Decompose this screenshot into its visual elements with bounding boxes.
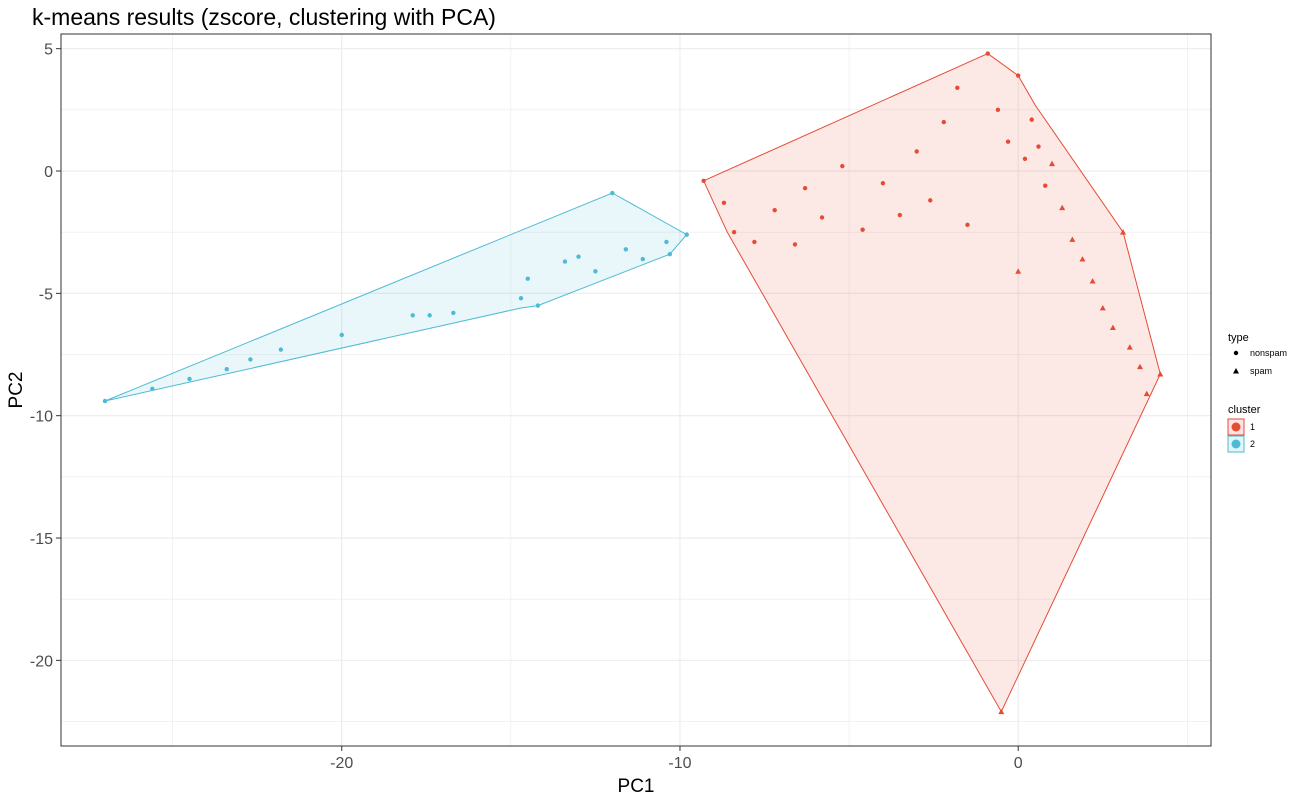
- data-point-spam: [1143, 390, 1150, 397]
- y-tick-label: 5: [44, 42, 53, 59]
- data-point-nonspam: [928, 198, 933, 203]
- data-point-spam: [1079, 256, 1086, 262]
- data-point-nonspam: [955, 85, 960, 91]
- data-point-nonspam: [941, 119, 946, 125]
- data-point-nonspam: [721, 200, 727, 206]
- legend-label-cluster-1: 1: [1250, 422, 1255, 432]
- plot-panel-border: [60, 33, 1212, 747]
- data-point-nonspam: [1036, 144, 1041, 149]
- chart-title: k-means results (zscore, clustering with…: [32, 4, 496, 30]
- x-tick-label: -10: [668, 755, 691, 772]
- y-tick-label: -15: [30, 531, 53, 548]
- data-point-nonspam: [1043, 183, 1048, 188]
- y-tick-label: -10: [30, 409, 53, 426]
- data-point-nonspam: [897, 212, 903, 218]
- data-point-nonspam: [518, 296, 524, 301]
- grid: [61, 34, 1211, 746]
- data-point-nonspam: [535, 303, 541, 308]
- data-point-nonspam: [664, 239, 669, 245]
- data-point-nonspam: [860, 227, 865, 232]
- data-point-nonspam: [684, 232, 689, 237]
- data-point-nonspam: [802, 185, 808, 191]
- cluster-hulls: [104, 53, 1161, 713]
- data-point-nonspam: [278, 347, 284, 352]
- cluster-2-hull: [104, 192, 688, 402]
- data-point-spam: [1126, 344, 1133, 350]
- y-tick-label: -5: [39, 286, 53, 303]
- y-axis-title: PC2: [6, 372, 27, 409]
- legend-key-spam: [1233, 368, 1239, 374]
- data-point-nonspam: [1005, 139, 1011, 144]
- legend-label-nonspam: nonspam: [1250, 348, 1287, 358]
- data-point-nonspam: [410, 313, 415, 318]
- data-point-nonspam: [610, 190, 615, 196]
- data-point-spam: [1089, 278, 1096, 284]
- data-point-nonspam: [623, 247, 629, 252]
- data-point-nonspam: [1022, 156, 1028, 161]
- data-point-nonspam: [985, 51, 990, 56]
- data-point-spam: [998, 708, 1005, 715]
- legend-title-cluster: cluster: [1228, 404, 1261, 416]
- data-point-nonspam: [248, 357, 253, 362]
- data-point-nonspam: [840, 163, 845, 169]
- y-tick-label: 0: [44, 164, 53, 181]
- data-point-nonspam: [701, 178, 706, 184]
- data-point-spam: [1059, 204, 1066, 211]
- data-point-nonspam: [640, 256, 645, 262]
- y-tick-label: -20: [30, 653, 53, 670]
- data-point-nonspam: [339, 332, 344, 338]
- data-point-nonspam: [667, 252, 673, 257]
- data-point-nonspam: [1029, 117, 1034, 122]
- legend-title-type: type: [1228, 332, 1249, 344]
- data-point-nonspam: [772, 207, 777, 213]
- data-point-nonspam: [731, 229, 737, 235]
- data-point-spam: [1069, 236, 1076, 242]
- axis-ticks: -20 -10 0 5 0 -5 -10 -15 -20: [30, 42, 1023, 772]
- data-point-spam: [1120, 229, 1127, 235]
- data-point-nonspam: [995, 107, 1001, 113]
- data-point-nonspam: [525, 276, 530, 281]
- data-point-spam: [1157, 371, 1164, 377]
- data-point-nonspam: [427, 313, 432, 318]
- data-point-nonspam: [880, 181, 886, 186]
- data-point-nonspam: [224, 367, 229, 372]
- data-point-nonspam: [965, 222, 970, 228]
- data-point-nonspam: [150, 386, 155, 391]
- data-point-spam: [1109, 324, 1116, 331]
- data-point-nonspam: [187, 376, 192, 382]
- legend-key-cluster-2-dot: [1231, 439, 1241, 449]
- data-point-nonspam: [792, 242, 798, 247]
- legend-label-spam: spam: [1250, 366, 1272, 376]
- x-tick-label: 0: [1014, 755, 1023, 772]
- legend-label-cluster-2: 2: [1250, 439, 1255, 449]
- legend-key-nonspam: [1233, 350, 1239, 356]
- data-points: [102, 51, 1164, 715]
- data-point-nonspam: [593, 269, 598, 274]
- data-point-nonspam: [576, 254, 581, 259]
- data-point-nonspam: [1016, 73, 1021, 78]
- data-point-nonspam: [451, 310, 456, 316]
- data-point-spam: [1015, 268, 1022, 274]
- legend-key-cluster-1-dot: [1231, 422, 1241, 432]
- data-point-spam: [1049, 160, 1056, 167]
- data-point-nonspam: [819, 215, 825, 220]
- data-point-nonspam: [752, 239, 757, 245]
- data-point-spam: [1099, 305, 1106, 311]
- x-tick-label: -20: [330, 755, 353, 772]
- data-point-spam: [1136, 363, 1143, 370]
- data-point-nonspam: [102, 398, 108, 404]
- data-point-nonspam: [562, 259, 568, 264]
- data-point-nonspam: [914, 149, 919, 154]
- x-axis-title: PC1: [618, 776, 655, 797]
- cluster-1-hull: [702, 53, 1161, 713]
